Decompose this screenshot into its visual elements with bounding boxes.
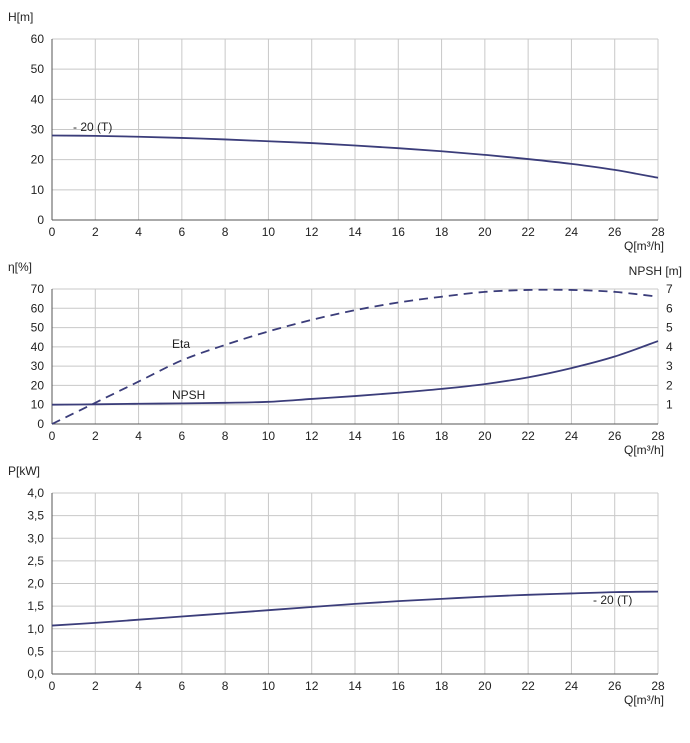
y-tick-label: 30 [31, 123, 45, 137]
x-tick-label: 16 [392, 429, 406, 443]
y-tick-label: 40 [31, 92, 45, 106]
x-tick-label: 12 [305, 225, 319, 239]
series-line-eta [51, 288, 659, 425]
y-tick-label: 50 [31, 321, 45, 335]
y-right-tick-label: 5 [666, 321, 673, 335]
x-tick-label: 22 [521, 679, 535, 693]
x-tick-label: 20 [478, 429, 492, 443]
y-tick-label: 0 [37, 417, 44, 431]
y-tick-label: 0,0 [27, 667, 44, 681]
x-tick-label: 26 [608, 679, 622, 693]
x-tick-label: 12 [305, 679, 319, 693]
y-tick-label: 1,5 [27, 599, 44, 613]
series-line-npsh [51, 340, 659, 406]
x-tick-label: 6 [179, 679, 186, 693]
x-tick-label: 20 [478, 679, 492, 693]
x-tick-label: 4 [135, 679, 142, 693]
x-tick-label: 22 [521, 429, 535, 443]
x-tick-label: 16 [392, 225, 406, 239]
x-tick-label: 24 [565, 429, 579, 443]
x-tick-label: 10 [262, 225, 276, 239]
y-tick-label: 2,0 [27, 577, 44, 591]
series-label: - 20 (T) [593, 593, 632, 607]
y-tick-label: 50 [31, 62, 45, 76]
x-tick-label: 18 [435, 429, 449, 443]
x-axis-label: Q[m³/h] [624, 693, 664, 707]
x-tick-label: 28 [651, 679, 665, 693]
x-tick-label: 0 [49, 429, 56, 443]
series-label: Eta [172, 337, 190, 351]
efficiency-npsh-chart: 0 2 4 6 8 10 12 14 16 18 20 22 24 26 28010203040506070… [8, 260, 682, 457]
y-right-tick-label: 1 [666, 398, 673, 412]
y-right-tick-label: 2 [666, 378, 673, 392]
y-axis-label: η[%] [8, 260, 32, 274]
x-tick-label: 8 [222, 429, 229, 443]
series-label: NPSH [172, 388, 205, 402]
y-tick-label: 1,0 [27, 622, 44, 636]
x-tick-label: 2 [92, 679, 99, 693]
x-tick-label: 10 [262, 429, 276, 443]
x-tick-label: 24 [565, 225, 579, 239]
x-tick-label: 12 [305, 429, 319, 443]
power-chart: 0 2 4 6 8 10 12 14 16 18 20 22 24 26 280,00,51,01,52,0… [8, 464, 665, 707]
x-tick-label: 28 [651, 429, 665, 443]
y-axis-label: P[kW] [8, 464, 40, 478]
y-right-axis-label: NPSH [m] [629, 264, 682, 278]
y-tick-label: 0 [37, 213, 44, 227]
x-tick-label: 26 [608, 225, 622, 239]
series-line-20-t [51, 134, 659, 179]
y-right-tick-label: 4 [666, 340, 673, 354]
x-tick-label: 10 [262, 679, 276, 693]
series-label: - 20 (T) [73, 120, 112, 134]
y-tick-label: 4,0 [27, 486, 44, 500]
x-tick-label: 4 [135, 429, 142, 443]
x-tick-label: 18 [435, 225, 449, 239]
y-tick-label: 2,5 [27, 554, 44, 568]
x-tick-label: 6 [179, 225, 186, 239]
y-tick-label: 10 [31, 398, 45, 412]
x-tick-label: 8 [222, 225, 229, 239]
y-tick-label: 20 [31, 153, 45, 167]
y-tick-label: 3,0 [27, 531, 44, 545]
y-right-tick-label: 6 [666, 301, 673, 315]
x-tick-label: 24 [565, 679, 579, 693]
x-tick-label: 0 [49, 679, 56, 693]
x-tick-label: 26 [608, 429, 622, 443]
x-tick-label: 16 [392, 679, 406, 693]
y-tick-label: 40 [31, 340, 45, 354]
x-tick-label: 0 [49, 225, 56, 239]
y-tick-label: 60 [31, 32, 45, 46]
x-tick-label: 28 [651, 225, 665, 239]
y-axis-label: H[m] [8, 10, 33, 24]
x-tick-label: 4 [135, 225, 142, 239]
x-tick-label: 2 [92, 225, 99, 239]
x-tick-label: 2 [92, 429, 99, 443]
x-tick-label: 8 [222, 679, 229, 693]
y-tick-label: 3,5 [27, 509, 44, 523]
x-axis-label: Q[m³/h] [624, 239, 664, 253]
y-tick-label: 70 [31, 282, 45, 296]
x-tick-label: 14 [348, 225, 362, 239]
y-tick-label: 60 [31, 301, 45, 315]
series-line-20-t [51, 590, 659, 627]
x-tick-label: 14 [348, 429, 362, 443]
x-axis-label: Q[m³/h] [624, 443, 664, 457]
y-right-tick-label: 3 [666, 359, 673, 373]
x-tick-label: 14 [348, 679, 362, 693]
y-right-tick-label: 7 [666, 282, 673, 296]
x-tick-label: 18 [435, 679, 449, 693]
x-tick-label: 6 [179, 429, 186, 443]
y-tick-label: 0,5 [27, 644, 44, 658]
y-tick-label: 10 [31, 183, 45, 197]
x-tick-label: 20 [478, 225, 492, 239]
head-chart: 0 2 4 6 8 10 12 14 16 18 20 22 24 26 280102030405060H[… [8, 10, 665, 253]
x-tick-label: 22 [521, 225, 535, 239]
y-tick-label: 30 [31, 359, 45, 373]
y-tick-label: 20 [31, 378, 45, 392]
